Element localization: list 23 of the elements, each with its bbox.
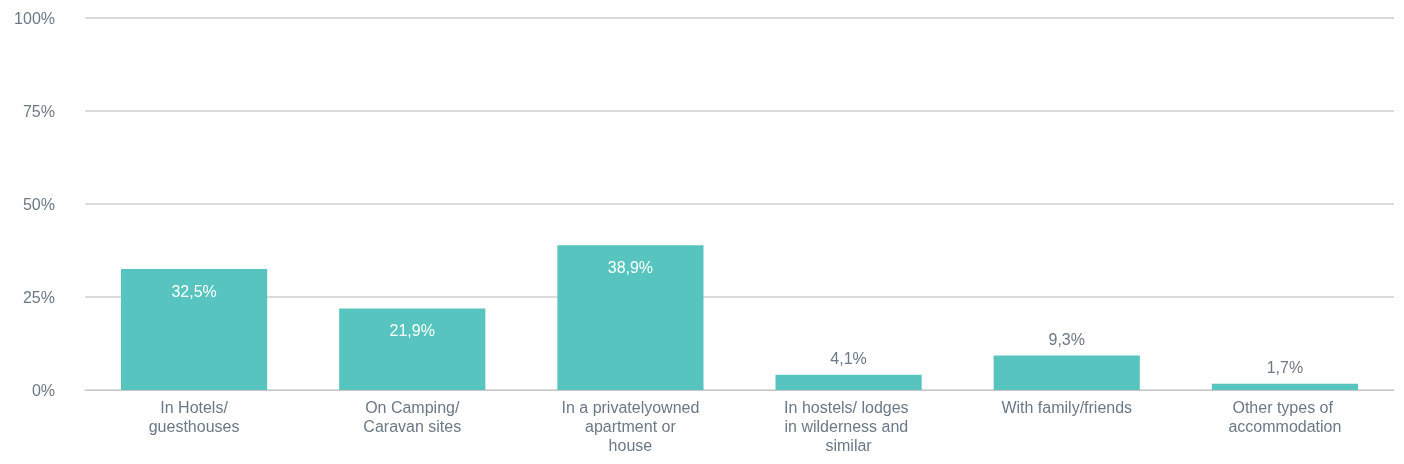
bar bbox=[1211, 383, 1358, 390]
y-tick-label: 50% bbox=[22, 195, 55, 213]
data-label: 9,3% bbox=[1048, 330, 1085, 348]
data-label: 1,7% bbox=[1266, 359, 1304, 377]
bar bbox=[121, 269, 268, 390]
y-tick-label: 0% bbox=[31, 381, 55, 399]
data-label: 38,9% bbox=[607, 258, 654, 276]
bar bbox=[775, 374, 922, 390]
data-label: 21,9% bbox=[389, 322, 435, 340]
y-tick-label: 100% bbox=[14, 9, 55, 27]
data-label: 4,1% bbox=[830, 350, 867, 368]
x-tick-label: Other types of accommodation bbox=[1228, 399, 1342, 435]
x-tick-label: In a privatelyowned apartment or house bbox=[561, 399, 700, 454]
bar bbox=[339, 308, 486, 390]
bar bbox=[557, 245, 704, 390]
y-tick-label: 75% bbox=[22, 102, 55, 120]
x-tick-label: On Camping/Caravan sites bbox=[363, 399, 462, 435]
y-tick-label: 25% bbox=[22, 288, 55, 306]
x-tick-label: In hostels/ lodges in wilderness and similar bbox=[784, 399, 914, 454]
bar bbox=[993, 355, 1140, 390]
data-label: 32,5% bbox=[171, 282, 217, 300]
x-tick-label: In Hotels/guesthouses bbox=[148, 399, 240, 435]
x-tick-label: With family/friends bbox=[1001, 399, 1133, 416]
